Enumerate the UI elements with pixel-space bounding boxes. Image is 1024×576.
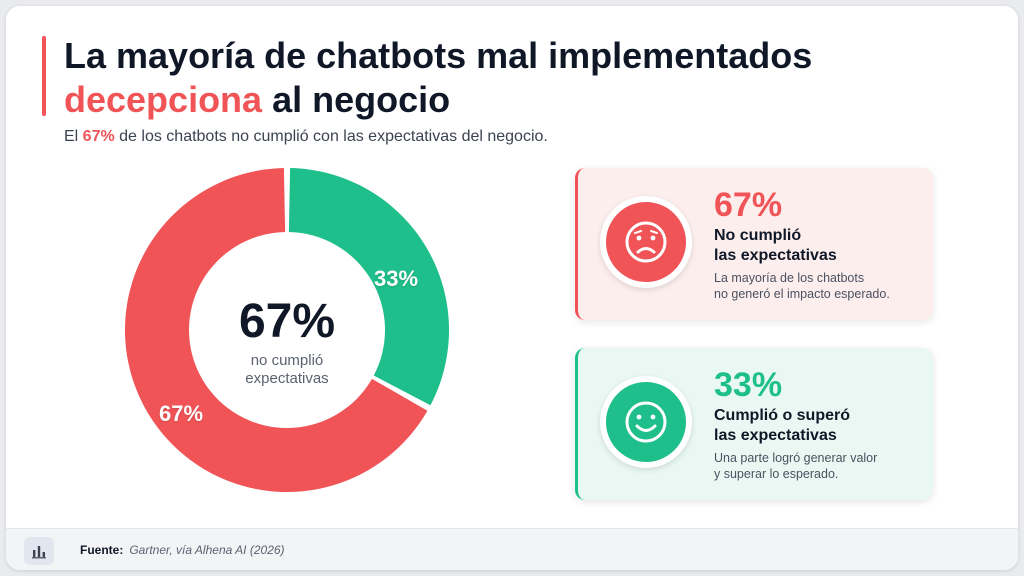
donut-slice-no-cumplio — [125, 168, 428, 493]
card-description-line-1: La mayoría de los chatbots — [714, 271, 865, 285]
card-heading-line-1: Cumplió o superó — [714, 407, 850, 424]
card-description-line-1: Una parte logró generar valor — [714, 451, 878, 465]
donut-chart — [125, 168, 450, 493]
donut-center-label: no cumplió expectativas — [210, 352, 364, 388]
card-cumplio: 33% Cumplió o superó las expectativas Un… — [575, 348, 933, 500]
card-no-cumplio: 67% No cumplió las expectativas La mayor… — [575, 168, 933, 320]
donut-hole — [190, 233, 384, 427]
center-label-line-1: no cumplió — [250, 352, 324, 369]
sad-face-icon — [625, 221, 667, 263]
card-percentage: 33% — [714, 366, 783, 404]
footer-label: Fuente: — [80, 543, 124, 557]
page-title: La mayoría de chatbots mal implementados… — [64, 34, 964, 122]
subtitle-highlight: 67% — [82, 128, 115, 145]
title-line-2: decepciona al negocio — [64, 78, 964, 122]
title-highlight: decepciona — [64, 79, 263, 120]
card-heading-line-2: las expectativas — [714, 247, 837, 264]
card-description: La mayoría de los chatbots no generó el … — [714, 270, 929, 302]
donut-slice-cumplio — [288, 168, 450, 406]
card-heading-line-2: las expectativas — [714, 427, 837, 444]
bar-chart-icon — [32, 546, 46, 559]
smile-face-badge — [600, 376, 692, 468]
card-percentage: 67% — [714, 186, 783, 224]
slice-label-no-cumplio: 67% — [159, 401, 204, 426]
title-accent-bar — [42, 36, 46, 116]
subtitle-after: de los chatbots no cumplió con las expec… — [114, 128, 548, 145]
card-description-line-2: no generó el impacto esperado. — [714, 287, 890, 301]
card-description: Una parte logró generar valor y superar … — [714, 450, 929, 482]
card-heading-line-1: No cumplió — [714, 227, 802, 244]
infographic-card: La mayoría de chatbots mal implementados… — [6, 6, 1018, 570]
sad-face-badge — [600, 196, 692, 288]
slice-label-cumplio: 33% — [374, 266, 419, 291]
donut-center-value: 67% — [238, 295, 336, 348]
page-subtitle: El 67% de los chatbots no cumplió con la… — [64, 128, 548, 146]
footer-source: Fuente: Gartner, vía Alhena AI (2026) — [80, 543, 285, 557]
footer: Fuente: Gartner, vía Alhena AI (2026) — [6, 528, 1018, 570]
card-heading: Cumplió o superó las expectativas — [714, 406, 924, 446]
smile-face-icon — [625, 401, 667, 443]
title-line-2-rest: al negocio — [262, 79, 451, 120]
card-heading: No cumplió las expectativas — [714, 226, 924, 266]
subtitle-before: El — [64, 128, 83, 145]
card-description-line-2: y superar lo esperado. — [714, 467, 839, 481]
title-line-1: La mayoría de chatbots mal implementados — [64, 35, 813, 76]
footer-icon-badge — [24, 537, 54, 565]
footer-source-text: Gartner, vía Alhena AI (2026) — [129, 543, 285, 557]
center-label-line-2: expectativas — [245, 370, 329, 387]
